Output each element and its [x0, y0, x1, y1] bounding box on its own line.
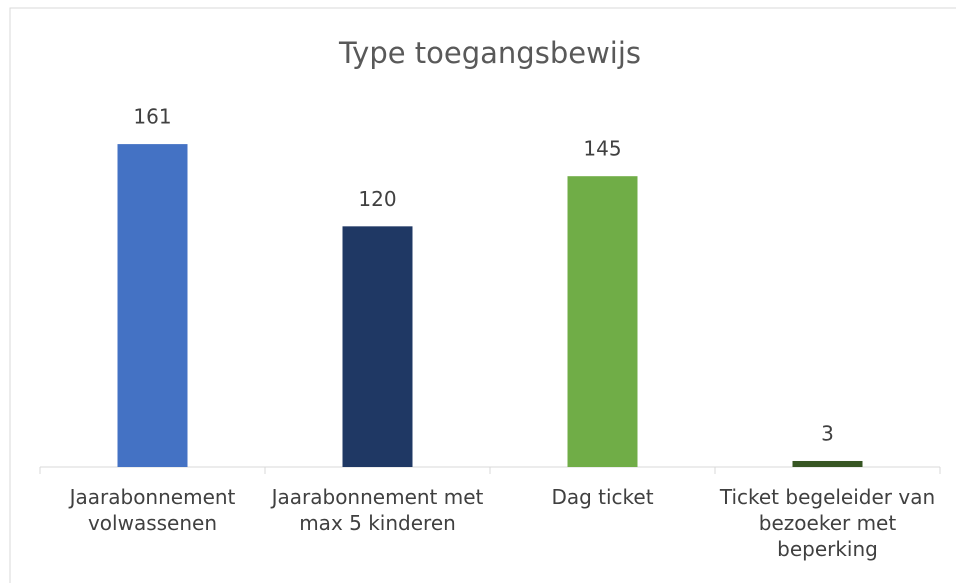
data-label: 3 — [821, 421, 834, 445]
data-label: 161 — [133, 105, 171, 129]
x-tick-label: Ticket begeleider van bezoeker met beper… — [719, 485, 936, 561]
chart-title: Type toegangsbewijs — [338, 36, 641, 70]
data-label: 120 — [358, 187, 396, 211]
bar — [117, 144, 188, 467]
x-tick-label: Dag ticket — [551, 485, 654, 509]
x-tick-label: Jaarabonnement volwassenen — [69, 485, 236, 535]
bar — [567, 176, 638, 467]
bar — [792, 460, 863, 467]
data-label: 145 — [583, 137, 621, 161]
x-tick-label: Jaarabonnement met max 5 kinderen — [271, 485, 484, 535]
bar — [342, 226, 413, 467]
